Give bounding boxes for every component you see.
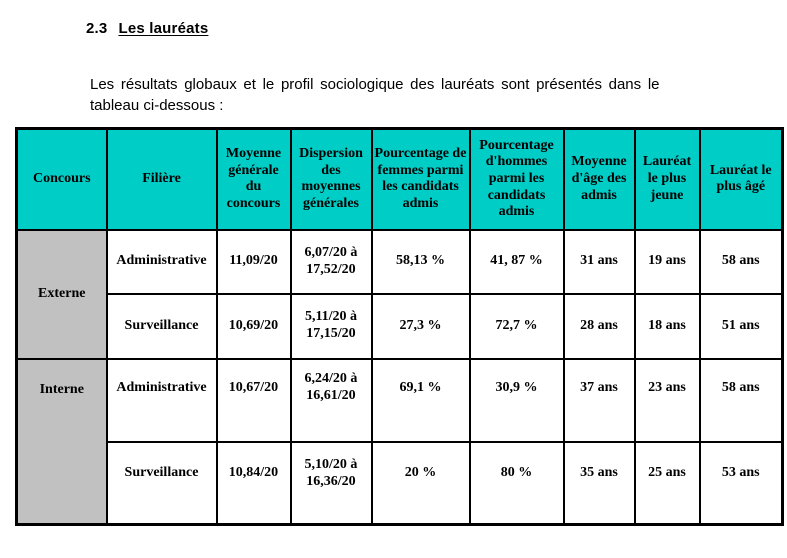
- cell-pct-femmes: 27,3 %: [370, 292, 471, 360]
- cell-pct-hommes: 30,9 %: [468, 357, 565, 443]
- column-header-laureat-age: Lauréat le plus âgé: [698, 127, 784, 231]
- table-header-row: Concours Filière Moyenne générale du con…: [15, 127, 784, 231]
- table-row: Interne Administrative 10,67/20 6,24/20 …: [15, 357, 784, 526]
- column-header-filiere: Filière: [105, 127, 218, 231]
- section-title: Les lauréats: [118, 20, 209, 38]
- cell-dispersion: 5,10/20 à 16,36/20: [289, 440, 373, 526]
- cell-moyenne: 10,69/20: [215, 292, 292, 360]
- column-header-concours: Concours: [15, 127, 108, 231]
- column-header-laureat-jeune: Lauréat le plus jeune: [633, 127, 701, 231]
- cell-plus-age: 58 ans: [698, 228, 784, 295]
- cell-dispersion: 6,24/20 à 16,61/20: [289, 357, 373, 443]
- cell-age-moyen: 37 ans: [562, 357, 636, 443]
- cell-filiere: Surveillance: [105, 292, 218, 360]
- cell-plus-age: 58 ans: [698, 357, 784, 443]
- group-cell-interne: Interne: [15, 357, 108, 526]
- cell-pct-femmes: 69,1 %: [370, 357, 471, 443]
- cell-pct-hommes: 72,7 %: [468, 292, 565, 360]
- cell-filiere: Surveillance: [105, 440, 218, 526]
- cell-plus-jeune: 18 ans: [633, 292, 701, 360]
- cell-filiere: Administrative: [105, 228, 218, 295]
- cell-plus-age: 51 ans: [698, 292, 784, 360]
- table-row: Externe Administrative 11,09/20 6,07/20 …: [15, 228, 784, 360]
- section-heading: 2.3 Les lauréats: [86, 20, 208, 37]
- intro-line-2: tableau ci-dessous :: [90, 97, 224, 114]
- cell-moyenne: 11,09/20: [215, 228, 292, 295]
- cell-pct-hommes: 41, 87 %: [468, 228, 565, 295]
- table-row: Surveillance 10,84/20 5,10/20 à 16,36/20…: [17, 440, 784, 526]
- group-cell-externe: Externe: [15, 228, 108, 360]
- cell-age-moyen: 28 ans: [562, 292, 636, 360]
- cell-dispersion: 5,11/20 à 17,15/20: [289, 292, 373, 360]
- cell-dispersion: 6,07/20 à 17,52/20: [289, 228, 373, 295]
- intro-line-1: Les résultats globaux et le profil socio…: [90, 76, 660, 93]
- cell-filiere: Administrative: [105, 357, 218, 443]
- cell-moyenne: 10,67/20: [215, 357, 292, 443]
- intro-paragraph: Les résultats globaux et le profil socio…: [90, 74, 712, 116]
- cell-age-moyen: 31 ans: [562, 228, 636, 295]
- cell-plus-age: 53 ans: [698, 440, 784, 526]
- section-number: 2.3: [86, 20, 108, 38]
- cell-age-moyen: 35 ans: [562, 440, 636, 526]
- cell-plus-jeune: 23 ans: [633, 357, 701, 443]
- column-header-pct-femmes: Pourcentage de femmes parmi les candidat…: [370, 127, 471, 231]
- column-header-moyenne-age: Moyenne d'âge des admis: [562, 127, 636, 231]
- column-header-pct-hommes: Pourcentage d'hommes parmi les candidats…: [468, 127, 565, 231]
- column-header-moyenne-generale: Moyenne générale du concours: [215, 127, 292, 231]
- table-row: Surveillance 10,69/20 5,11/20 à 17,15/20…: [17, 292, 784, 360]
- cell-plus-jeune: 25 ans: [633, 440, 701, 526]
- cell-moyenne: 10,84/20: [215, 440, 292, 526]
- cell-pct-femmes: 58,13 %: [370, 228, 471, 295]
- column-header-dispersion: Dispersion des moyennes générales: [289, 127, 373, 231]
- cell-pct-femmes: 20 %: [370, 440, 471, 526]
- cell-plus-jeune: 19 ans: [633, 228, 701, 295]
- laureats-table: Concours Filière Moyenne générale du con…: [15, 127, 784, 526]
- cell-pct-hommes: 80 %: [468, 440, 565, 526]
